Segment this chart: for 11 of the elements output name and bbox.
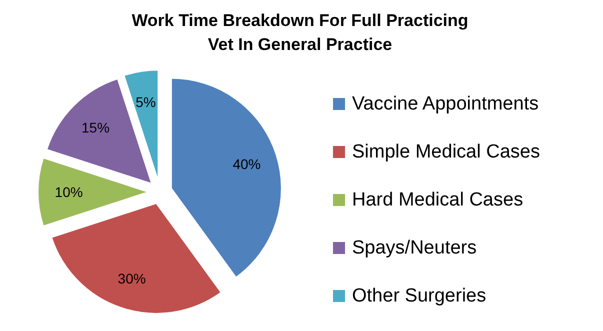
data-label: 10% bbox=[54, 184, 83, 200]
data-label: 40% bbox=[232, 156, 261, 172]
legend-label: Spays/Neuters bbox=[352, 238, 477, 258]
data-label: 30% bbox=[118, 270, 146, 287]
legend-label: Hard Medical Cases bbox=[352, 190, 524, 210]
chart-title: Work Time Breakdown For Full Practicing Vet In General Practice bbox=[132, 11, 468, 54]
legend-label: Vaccine Appointments bbox=[352, 94, 539, 114]
legend-label: Simple Medical Cases bbox=[352, 142, 540, 162]
legend-label: Other Surgeries bbox=[352, 286, 486, 306]
data-label: 5% bbox=[136, 94, 156, 110]
data-label: 15% bbox=[81, 120, 110, 136]
